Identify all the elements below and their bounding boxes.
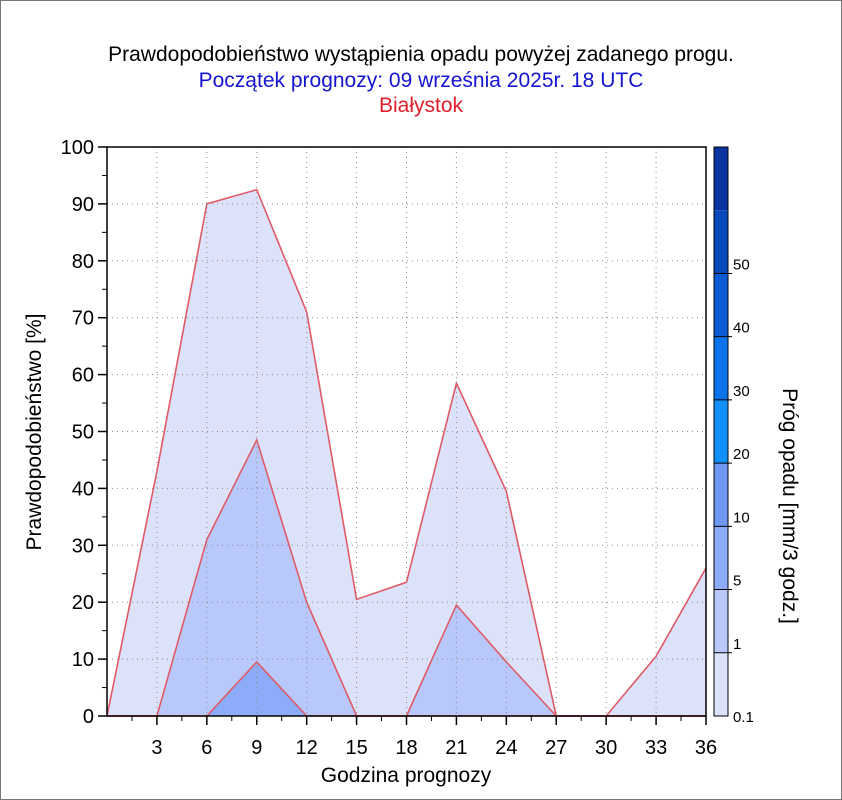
y-tick-label: 60 [72,365,94,387]
colorbar-segment [714,463,728,527]
x-axis-label: Godzina prognozy [321,764,492,787]
y-tick-label: 40 [72,478,94,500]
x-tick-label: 6 [201,737,212,759]
y-axis-label: Prawdopodobieństwo [%] [23,314,46,551]
colorbar-segment [714,210,728,274]
colorbar-segment [714,336,728,400]
colorbar-tick-label: 5 [733,573,741,590]
y-tick-label: 90 [72,194,94,216]
x-axis-ticks: 3 6 9 12 15 18 21 24 27 30 33 36 [131,716,717,759]
y-axis-ticks: 0 10 20 30 40 50 60 70 80 90 100 [61,137,107,728]
x-tick-label: 9 [251,737,262,759]
colorbar-tick-label: 50 [733,256,750,273]
colorbar-tick-label: 20 [733,446,750,463]
colorbar-segment [714,526,728,590]
forecast-start-subtitle: Początek prognozy: 09 września 2025r. 18… [198,69,644,92]
colorbar-segment [714,652,728,716]
x-tick-label: 33 [645,737,667,759]
colorbar-tick-label: 10 [733,509,750,526]
colorbar-segment [714,399,728,464]
colorbar-segment [714,589,728,653]
x-tick-label: 12 [296,737,318,759]
y-tick-label: 30 [72,535,94,557]
y-tick-label: 100 [61,137,94,159]
location-label: Białystok [378,94,464,117]
colorbar-tick-label: 40 [733,320,750,337]
y-tick-label: 0 [83,706,94,728]
x-tick-label: 36 [695,737,717,759]
y-tick-label: 70 [72,308,94,330]
colorbar-label: Próg opadu [mm/3 godz.] [778,388,801,624]
chart-title: Prawdopodobieństwo wystąpienia opadu pow… [108,43,734,66]
x-tick-label: 24 [495,737,517,759]
y-tick-label: 10 [72,649,94,671]
colorbar-border [713,146,729,717]
x-tick-label: 27 [545,737,567,759]
colorbar-segment [714,273,728,337]
x-tick-label: 30 [595,737,617,759]
x-tick-label: 18 [395,737,417,759]
x-tick-label: 21 [445,737,467,759]
y-tick-label: 80 [72,251,94,273]
colorbar-segment [714,147,728,211]
colorbar-tick-label: 1 [733,636,741,653]
threshold-colorbar: 0.1 1 5 10 20 30 40 50 [713,146,754,726]
colorbar-tick-label: 0.1 [733,709,754,726]
y-tick-label: 50 [72,422,94,444]
x-tick-label: 3 [151,737,162,759]
y-tick-label: 20 [72,592,94,614]
x-tick-label: 15 [345,737,367,759]
colorbar-tick-label: 30 [733,383,750,400]
